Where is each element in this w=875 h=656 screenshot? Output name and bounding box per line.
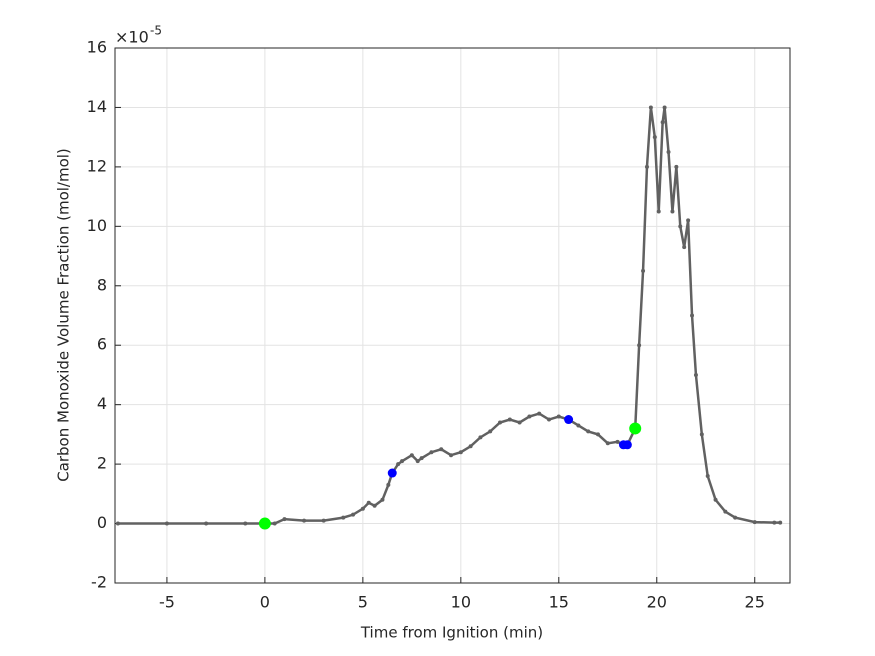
data-point <box>733 515 738 520</box>
data-point <box>478 435 483 440</box>
data-point <box>272 521 277 526</box>
y-tick-label: 14 <box>87 97 107 116</box>
data-point <box>366 500 371 505</box>
x-tick-label: 25 <box>745 593 765 612</box>
data-point <box>386 482 391 487</box>
data-point <box>660 120 665 125</box>
data-point <box>690 313 695 318</box>
data-point <box>595 432 600 437</box>
data-point <box>576 423 581 428</box>
data-point <box>682 245 687 250</box>
data-point <box>429 450 434 455</box>
data-point <box>662 105 667 110</box>
data-point <box>449 453 454 458</box>
data-point <box>605 441 610 446</box>
data-point <box>670 209 675 214</box>
x-tick-label: 5 <box>358 593 368 612</box>
data-point <box>564 415 574 425</box>
data-point <box>396 462 401 467</box>
y-tick-label: 4 <box>97 394 107 413</box>
data-point <box>517 420 522 425</box>
data-point <box>439 447 444 452</box>
data-point <box>772 520 777 525</box>
y-axis-label: Carbon Monoxide Volume Fraction (mol/mol… <box>55 148 73 482</box>
y-tick-label: 8 <box>97 275 107 294</box>
data-point <box>752 520 757 525</box>
x-tick-label: 15 <box>549 593 569 612</box>
data-point <box>372 503 377 508</box>
data-point <box>723 509 728 514</box>
y-exponent-base: ×10 <box>115 28 149 47</box>
y-tick-label: 16 <box>87 38 107 57</box>
data-point <box>302 518 307 523</box>
data-point <box>341 515 346 520</box>
data-point <box>705 474 710 478</box>
data-point <box>586 429 591 434</box>
data-point <box>637 343 642 348</box>
data-point <box>537 411 542 416</box>
data-point <box>556 414 561 419</box>
data-point <box>622 440 632 450</box>
x-tick-label: 20 <box>647 593 667 612</box>
data-point <box>615 439 620 444</box>
data-point <box>419 456 424 461</box>
data-point <box>351 512 356 517</box>
data-point <box>258 517 271 530</box>
data-point <box>527 414 532 419</box>
data-point <box>674 164 679 169</box>
x-axis-label: Time from Ignition (min) <box>360 624 543 642</box>
x-tick-label: 10 <box>451 593 471 612</box>
data-point <box>629 422 642 435</box>
data-point <box>243 521 248 526</box>
data-point <box>644 164 649 169</box>
data-point <box>204 521 209 526</box>
y-tick-label: 0 <box>97 513 107 532</box>
axes-box <box>114 47 791 584</box>
y-tick-label: 6 <box>97 335 107 354</box>
data-point <box>387 468 397 478</box>
data-point <box>699 432 704 437</box>
data-point <box>321 518 326 523</box>
x-tick-label: 0 <box>260 593 270 612</box>
data-point <box>282 517 287 522</box>
data-point <box>409 453 414 458</box>
data-point <box>488 429 493 434</box>
x-tick-label: -5 <box>159 593 175 612</box>
data-point <box>415 459 420 464</box>
data-point <box>380 497 385 502</box>
data-point <box>546 417 551 422</box>
plot-area <box>115 48 790 583</box>
data-point <box>400 459 405 464</box>
y-tick-label: -2 <box>91 573 107 592</box>
data-point <box>686 218 691 223</box>
data-point <box>778 520 783 525</box>
y-exponent-power: -5 <box>150 24 162 38</box>
data-point <box>468 444 473 449</box>
data-point <box>115 521 120 526</box>
data-point <box>656 209 661 214</box>
data-point <box>360 506 365 511</box>
data-point <box>648 105 653 110</box>
data-point <box>652 135 657 140</box>
data-point <box>713 497 718 502</box>
data-point <box>498 420 503 425</box>
data-point <box>458 450 463 455</box>
y-tick-label: 2 <box>97 454 107 473</box>
y-tick-label: 12 <box>87 156 107 175</box>
y-tick-label: 10 <box>87 216 107 235</box>
data-point <box>641 268 646 273</box>
data-point <box>678 224 683 229</box>
data-point <box>693 372 698 377</box>
data-point <box>164 521 169 526</box>
data-point <box>666 150 671 155</box>
data-point <box>507 417 512 422</box>
